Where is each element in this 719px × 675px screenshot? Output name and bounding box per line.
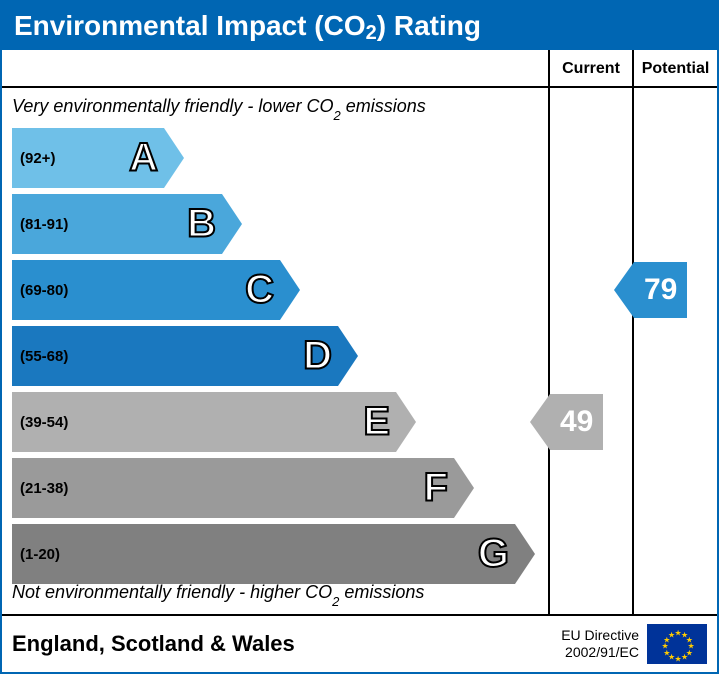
band-bar: (21-38) F	[12, 458, 454, 518]
pointer-arrow-icon	[530, 394, 550, 450]
band-c: (69-80) C	[12, 260, 548, 320]
potential-column: 79	[634, 88, 717, 614]
header-potential: Potential	[634, 50, 717, 86]
band-range: (69-80)	[20, 282, 68, 299]
footer-directive: EU Directive 2002/91/EC	[561, 627, 639, 661]
pointer-potential: 79	[614, 262, 687, 318]
band-bar: (81-91) B	[12, 194, 222, 254]
band-a: (92+) A	[12, 128, 548, 188]
header-row: Current Potential	[2, 50, 717, 88]
band-letter: A	[129, 136, 158, 181]
current-column: 49	[550, 88, 634, 614]
header-current: Current	[550, 50, 634, 86]
chart-content: Current Potential Very environmentally f…	[2, 50, 717, 672]
directive-line2: 2002/91/EC	[561, 644, 639, 661]
band-g: (1-20) G	[12, 524, 548, 584]
band-letter: D	[303, 334, 332, 379]
band-letter: G	[478, 532, 509, 577]
band-range: (1-20)	[20, 546, 60, 563]
band-range: (21-38)	[20, 480, 68, 497]
footer-region: England, Scotland & Wales	[12, 631, 295, 657]
band-bar: (55-68) D	[12, 326, 338, 386]
band-f: (21-38) F	[12, 458, 548, 518]
footer: England, Scotland & Wales EU Directive 2…	[2, 616, 717, 672]
band-d: (55-68) D	[12, 326, 548, 386]
pointer-value: 49	[550, 394, 603, 450]
eu-star-icon: ★	[688, 642, 693, 647]
band-letter: B	[187, 202, 216, 247]
eu-star-icon: ★	[675, 629, 680, 634]
footer-right: EU Directive 2002/91/EC ★★★★★★★★★★★★	[561, 624, 707, 664]
band-b: (81-91) B	[12, 194, 548, 254]
caption-top: Very environmentally friendly - lower CO…	[12, 96, 426, 120]
pointer-arrow-icon	[614, 262, 634, 318]
chart-body: Very environmentally friendly - lower CO…	[2, 88, 717, 616]
pointer-value: 79	[634, 262, 687, 318]
band-range: (39-54)	[20, 414, 68, 431]
band-e: (39-54) E	[12, 392, 548, 452]
eu-star-icon: ★	[686, 635, 691, 640]
band-bar: (39-54) E	[12, 392, 396, 452]
band-bar: (69-80) C	[12, 260, 280, 320]
directive-line1: EU Directive	[561, 627, 639, 644]
band-letter: F	[424, 466, 448, 511]
band-bar: (92+) A	[12, 128, 164, 188]
band-range: (55-68)	[20, 348, 68, 365]
header-spacer	[2, 50, 550, 86]
band-range: (81-91)	[20, 216, 68, 233]
band-letter: E	[363, 400, 390, 445]
band-bar: (1-20) G	[12, 524, 515, 584]
rating-chart: Environmental Impact (CO2) Rating Curren…	[0, 0, 719, 674]
bands-column: Very environmentally friendly - lower CO…	[2, 88, 550, 614]
chart-title: Environmental Impact (CO2) Rating	[2, 2, 717, 50]
band-letter: C	[245, 268, 274, 313]
eu-star-icon: ★	[668, 630, 673, 635]
band-range: (92+)	[20, 150, 55, 167]
eu-star-icon: ★	[675, 655, 680, 660]
eu-star-icon: ★	[681, 653, 686, 658]
bands-container: (92+) A (81-91) B (69-80) C (55-68) D (39-54) E (2…	[12, 128, 548, 590]
pointer-current: 49	[530, 394, 603, 450]
eu-flag-icon: ★★★★★★★★★★★★	[647, 624, 707, 664]
caption-bottom: Not environmentally friendly - higher CO…	[12, 582, 424, 606]
